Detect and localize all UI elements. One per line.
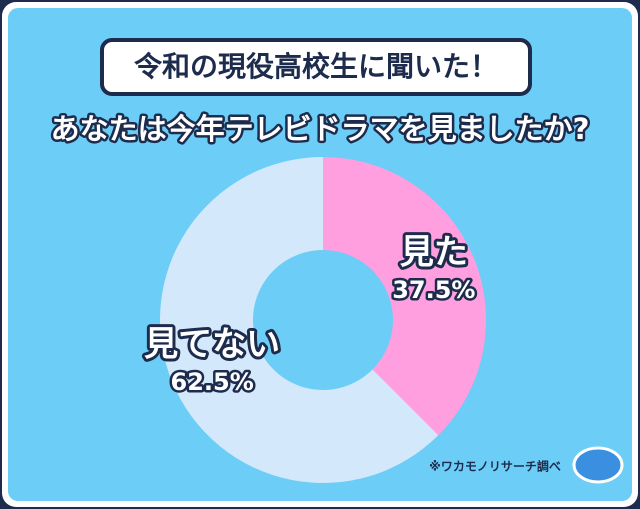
- slice-label: 見てない: [144, 324, 280, 364]
- donut-slice: [323, 157, 486, 436]
- chart-title: 令和の現役高校生に聞いた！: [134, 50, 498, 83]
- slice-label: 見た: [400, 233, 468, 273]
- background: [8, 8, 632, 501]
- title-box: [100, 38, 532, 96]
- source: ※ワカモノリサーチ調べ: [429, 459, 561, 474]
- chart-subtitle: あなたは今年テレビドラマを見ましたか?: [51, 112, 590, 146]
- value-label: 37.5%: [392, 276, 475, 304]
- labels: 見た 37.5% 見てない 62.5%: [141, 230, 478, 399]
- donut: [159, 157, 486, 483]
- value-label: 62.5%: [171, 368, 254, 396]
- logo: [572, 446, 624, 484]
- donut-slice: [159, 157, 439, 483]
